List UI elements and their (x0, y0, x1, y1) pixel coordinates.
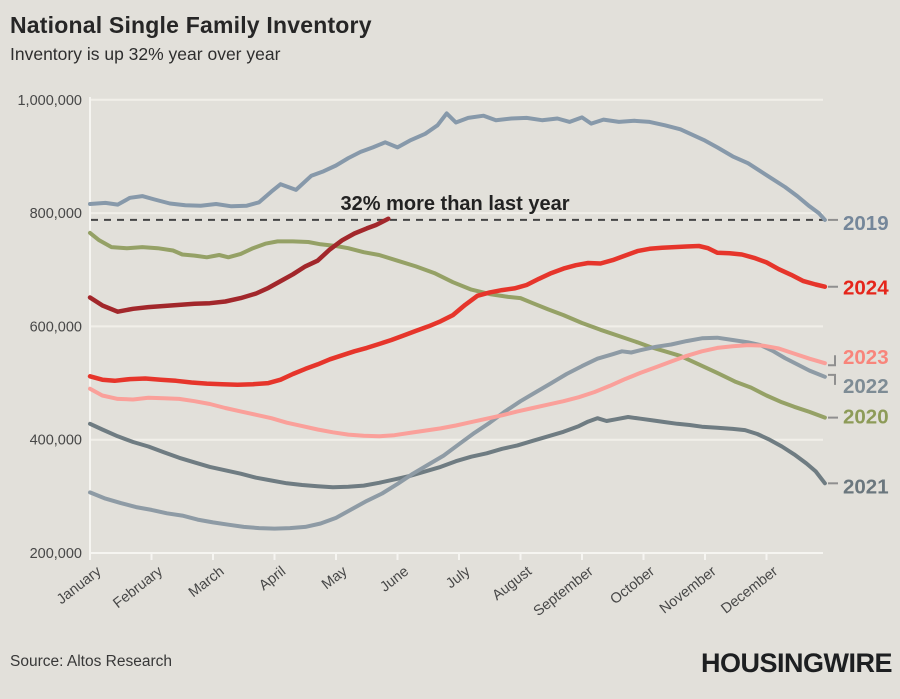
line-2023 (88, 343, 827, 439)
chart-header: National Single Family Inventory Invento… (10, 12, 372, 65)
x-axis-tick-label: February (110, 563, 166, 612)
label-connector-2022 (828, 373, 836, 385)
year-label-2023: 2023 (843, 346, 889, 369)
source-credit: Source: Altos Research (10, 653, 172, 670)
x-axis-tick-label: August (490, 564, 535, 604)
housingwire-logo: HOUSINGWIRE (700, 648, 893, 678)
line-2024 (87, 243, 828, 387)
x-axis-tick-label: July (443, 563, 474, 592)
x-axis-tick-label: March (186, 564, 228, 601)
annotation-text: 32% more than last year (341, 193, 570, 215)
year-label-2022: 2022 (843, 375, 889, 398)
chart-title: National Single Family Inventory (10, 12, 372, 38)
chart-subtitle: Inventory is up 32% year over year (10, 44, 281, 64)
year-label-2020: 2020 (843, 406, 889, 429)
year-label-2024: 2024 (843, 277, 889, 300)
x-axis-tick-label: November (657, 563, 720, 617)
line-2022 (88, 335, 827, 531)
x-axis-tick-label: December (718, 563, 781, 617)
y-axis-tick-label: 200,000 (30, 546, 82, 562)
y-axis-tick-label: 400,000 (30, 433, 82, 449)
x-axis-tick-label: April (256, 564, 289, 594)
x-axis-tick-label: June (377, 564, 412, 596)
x-axis-tick-label: September (531, 563, 597, 619)
line-2020 (88, 230, 827, 420)
line-current-year (87, 216, 391, 314)
year-label-2019: 2019 (843, 212, 889, 235)
y-axis-tick-label: 800,000 (30, 206, 82, 222)
line-2021 (88, 415, 827, 490)
y-axis-tick-label: 600,000 (30, 319, 82, 335)
label-connector-2023 (828, 355, 836, 367)
x-axis-tick-label: May (319, 563, 351, 593)
year-label-2021: 2021 (843, 475, 889, 498)
x-axis-tick-label: October (607, 563, 658, 607)
line-2019 (88, 111, 827, 222)
x-axis-tick-label: January (54, 563, 105, 608)
y-axis-tick-label: 1,000,000 (17, 93, 82, 109)
